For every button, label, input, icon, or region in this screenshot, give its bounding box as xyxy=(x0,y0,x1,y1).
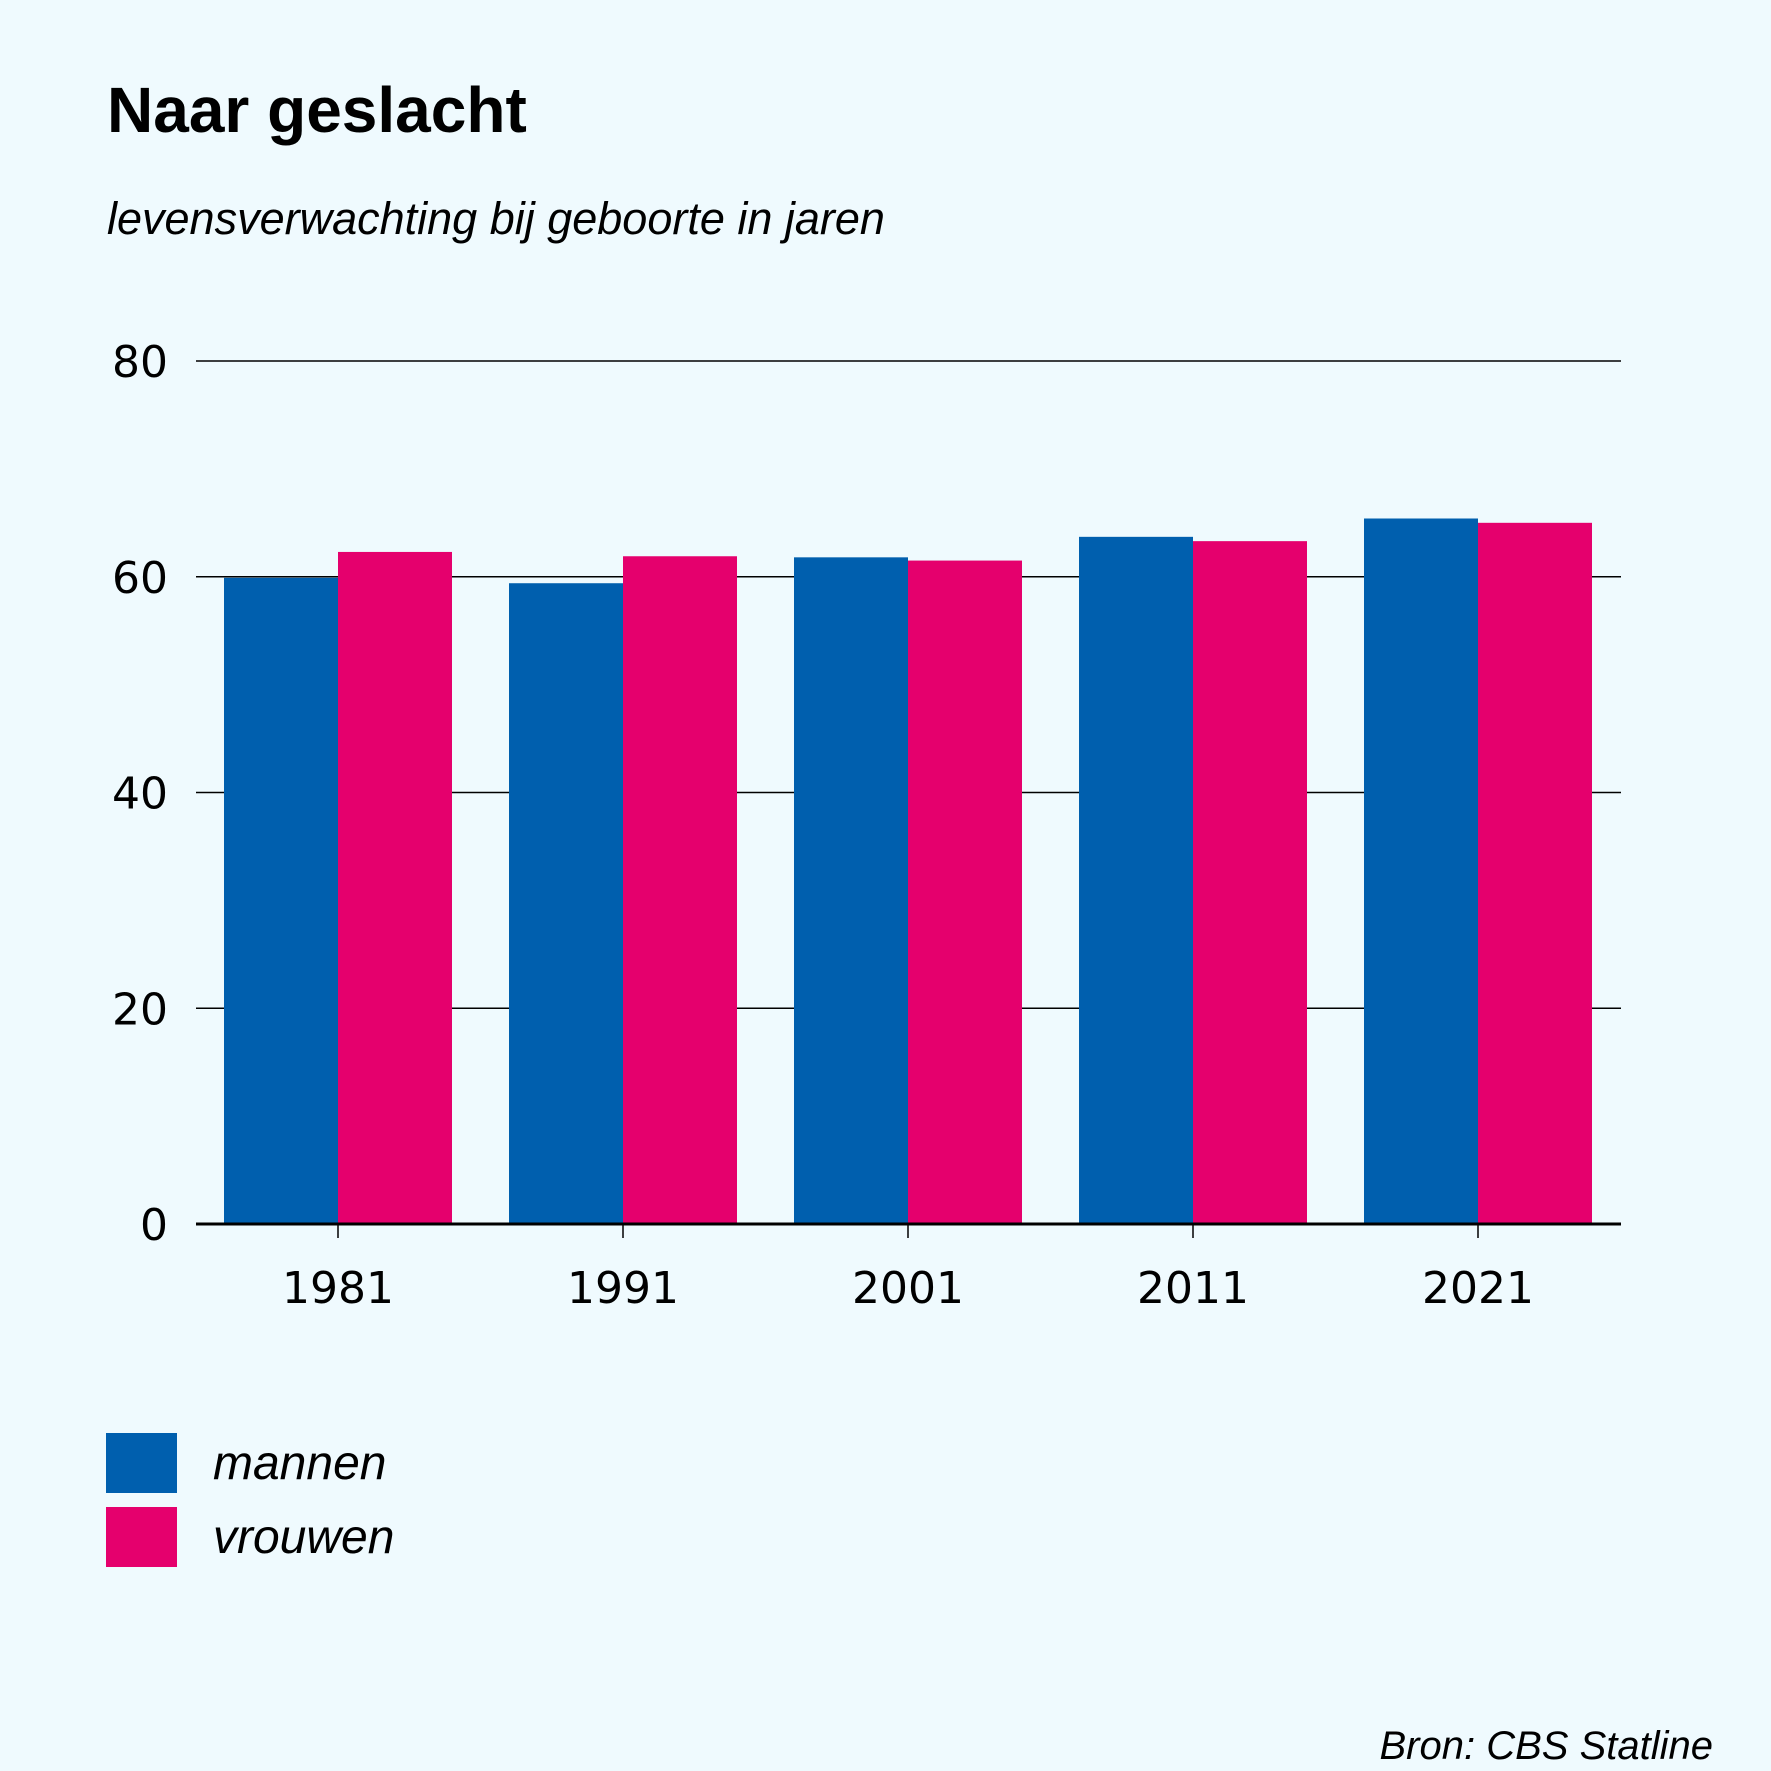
y-tick-label: 40 xyxy=(112,769,168,820)
legend-swatch-mannen xyxy=(106,1433,177,1493)
bar-mannen-2021 xyxy=(1364,518,1478,1224)
bar-vrouwen-2021 xyxy=(1478,522,1592,1224)
y-tick-label: 0 xyxy=(140,1200,168,1251)
legend-swatch-vrouwen xyxy=(106,1507,177,1567)
bar-vrouwen-1991 xyxy=(623,556,737,1224)
bar-mannen-2011 xyxy=(1079,536,1193,1224)
chart-subtitle: levensverwachting bij geboorte in jaren xyxy=(107,193,885,244)
x-tick-label: 2011 xyxy=(1137,1263,1249,1314)
x-tick-label: 1981 xyxy=(282,1263,394,1314)
y-tick-label: 80 xyxy=(112,337,168,388)
legend-item-vrouwen: vrouwen xyxy=(106,1507,394,1567)
bar-mannen-1981 xyxy=(224,577,338,1224)
source-note: Bron: CBS Statline xyxy=(1379,1724,1714,1768)
x-tick-label: 1991 xyxy=(567,1263,679,1314)
x-tick-label: 2021 xyxy=(1422,1263,1534,1314)
legend: mannen vrouwen xyxy=(106,1433,394,1581)
bar-chart: 0 20 40 60 80 1981 1991 2001 2011 2021 xyxy=(112,337,1621,1314)
bar-vrouwen-2011 xyxy=(1193,541,1307,1224)
legend-item-mannen: mannen xyxy=(106,1433,394,1493)
legend-label-vrouwen: vrouwen xyxy=(213,1510,395,1564)
bar-mannen-1991 xyxy=(509,583,623,1224)
bar-mannen-2001 xyxy=(794,557,908,1224)
bar-vrouwen-2001 xyxy=(908,560,1022,1224)
x-tick-label: 2001 xyxy=(852,1263,964,1314)
y-tick-label: 60 xyxy=(112,553,168,604)
bar-vrouwen-1981 xyxy=(338,551,452,1224)
y-tick-label: 20 xyxy=(112,984,168,1035)
chart-title: Naar geslacht xyxy=(107,74,527,146)
legend-label-mannen: mannen xyxy=(213,1436,387,1490)
